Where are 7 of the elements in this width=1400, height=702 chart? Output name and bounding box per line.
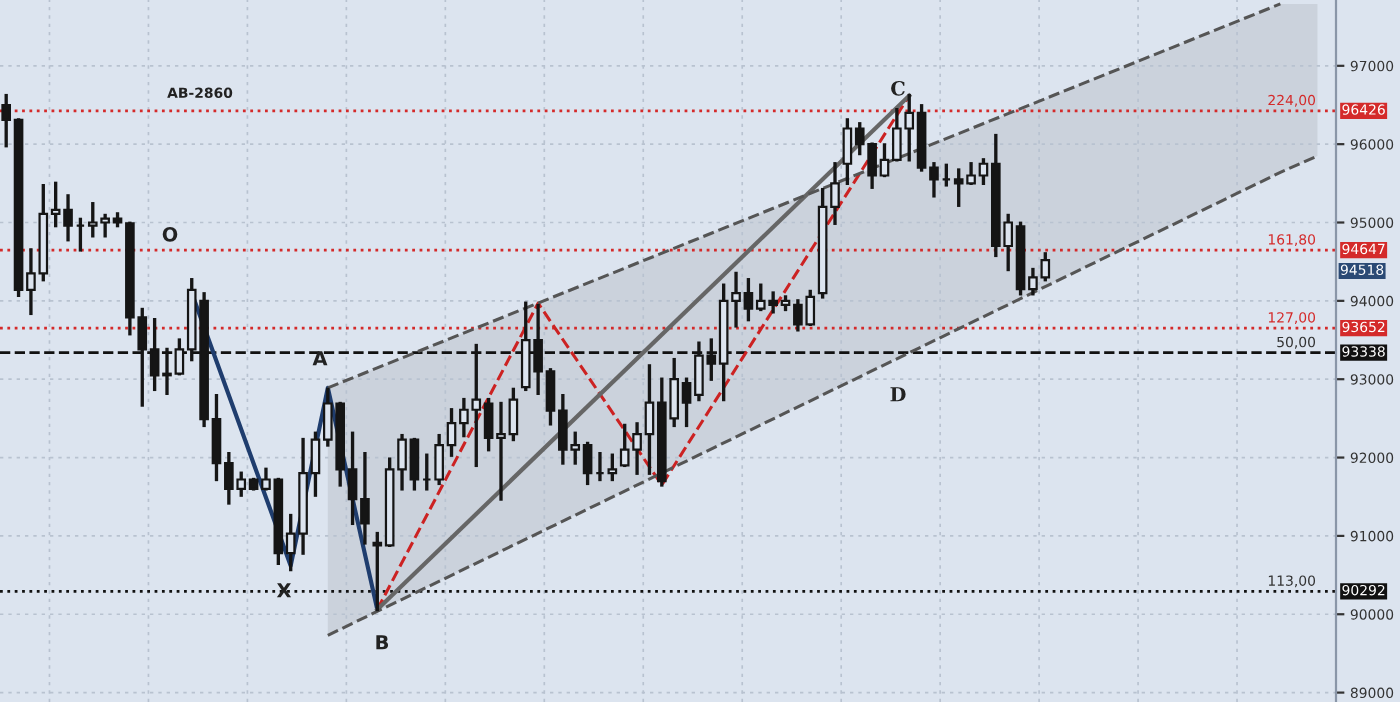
annotation: A: [312, 351, 328, 366]
annotation: D: [890, 387, 906, 402]
annotation: B: [376, 635, 389, 650]
annotation: C: [891, 80, 905, 96]
candlestick: [607, 453, 618, 482]
annotation: O: [162, 226, 178, 242]
annotation: X: [276, 583, 292, 598]
